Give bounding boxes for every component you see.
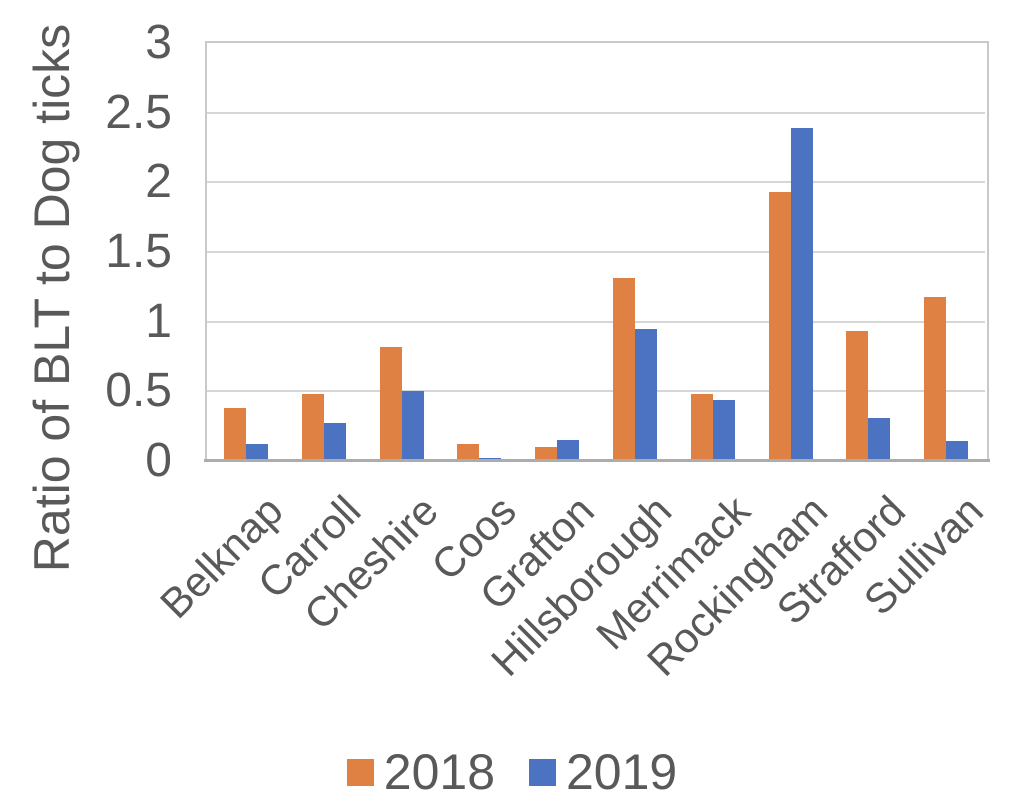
bar-2018-coos xyxy=(457,444,480,461)
y-tick-label: 0.5 xyxy=(105,364,172,418)
legend-item-2019: 2019 xyxy=(529,745,677,799)
bar-2019-cheshire xyxy=(401,391,424,461)
legend-label: 2018 xyxy=(383,744,495,800)
x-axis-line xyxy=(204,459,990,462)
gridline xyxy=(207,251,985,253)
bar-2018-rockingham xyxy=(768,192,791,461)
y-tick-label: 2 xyxy=(145,155,172,209)
y-tick-label: 3 xyxy=(145,16,172,69)
y-axis-title: Ratio of BLT to Dog ticks xyxy=(24,23,80,573)
legend-label: 2019 xyxy=(566,744,678,800)
bar-2019-rockingham xyxy=(790,127,813,461)
bar-2018-carroll xyxy=(301,394,324,461)
bar-2019-merrimack xyxy=(712,399,735,461)
gridline xyxy=(207,111,985,114)
legend-swatch-2018-icon xyxy=(346,758,374,786)
legend: 2018 2019 xyxy=(0,744,1024,800)
gridline xyxy=(207,320,985,323)
y-tick-label: 0 xyxy=(145,434,172,487)
bar-2018-merrimack xyxy=(690,394,713,461)
bar-2019-hillsborough xyxy=(634,328,657,461)
bar-2018-belknap xyxy=(223,408,246,461)
legend-swatch-2019-icon xyxy=(529,758,556,786)
bar-2018-hillsborough xyxy=(612,278,635,461)
bar-2019-sullivan xyxy=(946,441,969,461)
bar-2018-strafford xyxy=(846,331,869,461)
bar-2019-strafford xyxy=(868,417,891,461)
gridline xyxy=(207,390,985,393)
bar-2019-carroll xyxy=(323,423,346,461)
bar-2019-belknap xyxy=(245,444,268,461)
bar-2018-cheshire xyxy=(379,346,402,461)
bar-2018-grafton xyxy=(535,447,558,461)
bar-2019-grafton xyxy=(557,440,580,461)
bar-2018-sullivan xyxy=(924,296,947,461)
gridline xyxy=(207,181,985,184)
y-tick-label: 2.5 xyxy=(105,85,172,139)
legend-item-2018: 2018 xyxy=(346,744,495,800)
y-tick-label: 1 xyxy=(145,294,172,348)
y-tick-label: 1.5 xyxy=(105,225,172,278)
